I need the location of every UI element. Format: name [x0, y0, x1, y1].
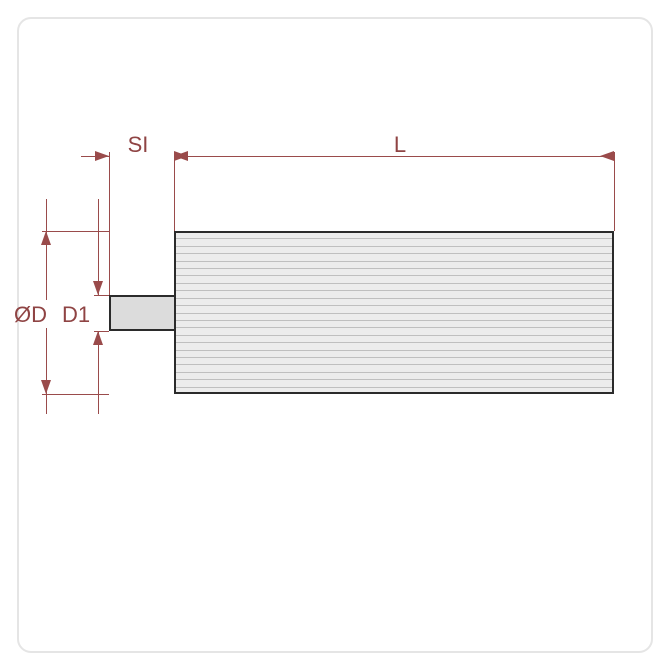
dim-si-ext-left: [109, 152, 110, 295]
dim-l-label: L: [394, 132, 406, 158]
dim-l-arrow-right: [614, 156, 615, 157]
dim-d-ext-top: [42, 231, 109, 232]
dim-d1-ext-top: [94, 295, 109, 296]
part-shaft-outline: [109, 295, 174, 331]
dim-d-arrow-bot: [46, 380, 47, 381]
dim-d-ext-bot: [42, 394, 109, 395]
dim-d1-arrow-bot: [98, 345, 99, 346]
dim-d1-label: D1: [62, 302, 90, 328]
dim-d1-ext-bot: [94, 331, 109, 332]
dim-d-arrow-top: [46, 245, 47, 246]
dim-d-label: ØD: [14, 302, 47, 328]
dim-si-label: SI: [128, 132, 149, 158]
dim-l-ext-left: [174, 152, 175, 231]
dim-l-ext-right: [614, 152, 615, 231]
part-body-outline: [174, 231, 614, 394]
dim-d1-arrow-top: [98, 281, 99, 282]
